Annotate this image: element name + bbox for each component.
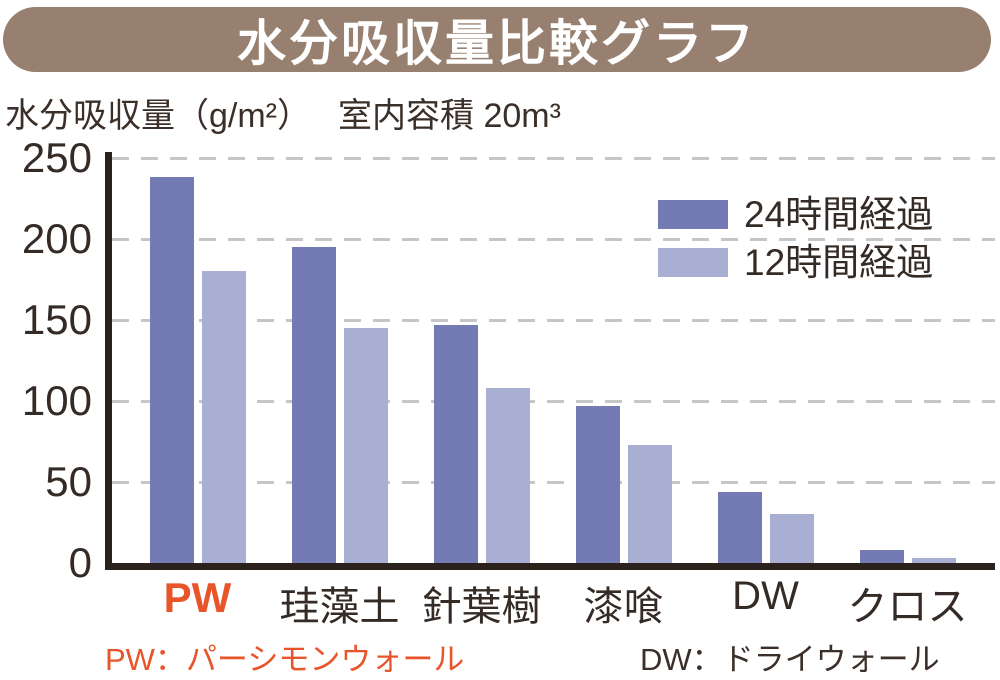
bar xyxy=(576,405,620,563)
room-volume-label: 室内容積 20m³ xyxy=(338,97,561,135)
y-axis-tick-label: 200 xyxy=(21,215,92,262)
x-axis-line xyxy=(105,563,995,570)
y-axis-line xyxy=(105,152,112,570)
bar xyxy=(202,271,246,563)
legend-swatch-24h xyxy=(658,199,728,229)
dw-abbreviation-note: DW：ドライウォール xyxy=(640,642,940,677)
x-axis-label: クロス xyxy=(847,585,968,629)
x-axis-label: PW xyxy=(163,574,232,621)
bar xyxy=(770,514,814,563)
bar xyxy=(434,324,478,563)
legend-swatch-12h xyxy=(658,247,728,277)
chart-title: 水分吸収量比較グラフ xyxy=(236,17,757,71)
y-axis-unit-label: 水分吸収量（g/m²） xyxy=(5,97,311,135)
bar xyxy=(292,247,336,563)
gridline xyxy=(112,237,995,241)
y-axis-tick-label: 50 xyxy=(45,458,92,505)
bar xyxy=(912,558,956,563)
x-axis-label: 漆喰 xyxy=(583,585,664,629)
bar xyxy=(718,491,762,563)
legend-label-12h: 12時間経過 xyxy=(744,241,934,283)
bar xyxy=(628,444,672,563)
plot-area xyxy=(112,156,995,563)
x-axis-labels: PW 珪藻土 針葉樹 漆喰 DW クロス xyxy=(0,574,1000,629)
bar xyxy=(860,550,904,563)
y-axis-tick-label: 150 xyxy=(21,296,92,343)
gridline xyxy=(112,480,995,484)
y-axis-tick-label: 0 xyxy=(68,539,92,586)
y-axis-tick-label: 250 xyxy=(21,134,92,181)
legend-item-24h: 24時間経過 xyxy=(658,193,934,235)
gridline xyxy=(112,318,995,322)
gridline xyxy=(112,156,995,160)
x-axis-label: 針葉樹 xyxy=(421,585,542,629)
x-axis-label: 珪藻土 xyxy=(279,585,400,629)
bar xyxy=(486,388,530,563)
bar xyxy=(150,177,194,563)
y-axis-tick-label: 100 xyxy=(21,377,92,424)
bar xyxy=(344,328,388,563)
pw-abbreviation-note: PW：パーシモンウォール xyxy=(105,642,465,677)
gridline xyxy=(112,399,995,403)
x-axis-label: DW xyxy=(732,574,799,618)
chart-title-banner: 水分吸収量比較グラフ xyxy=(3,7,991,72)
legend-label-24h: 24時間経過 xyxy=(744,193,934,235)
legend: 24時間経過 12時間経過 xyxy=(658,193,934,294)
legend-item-12h: 12時間経過 xyxy=(658,241,934,283)
